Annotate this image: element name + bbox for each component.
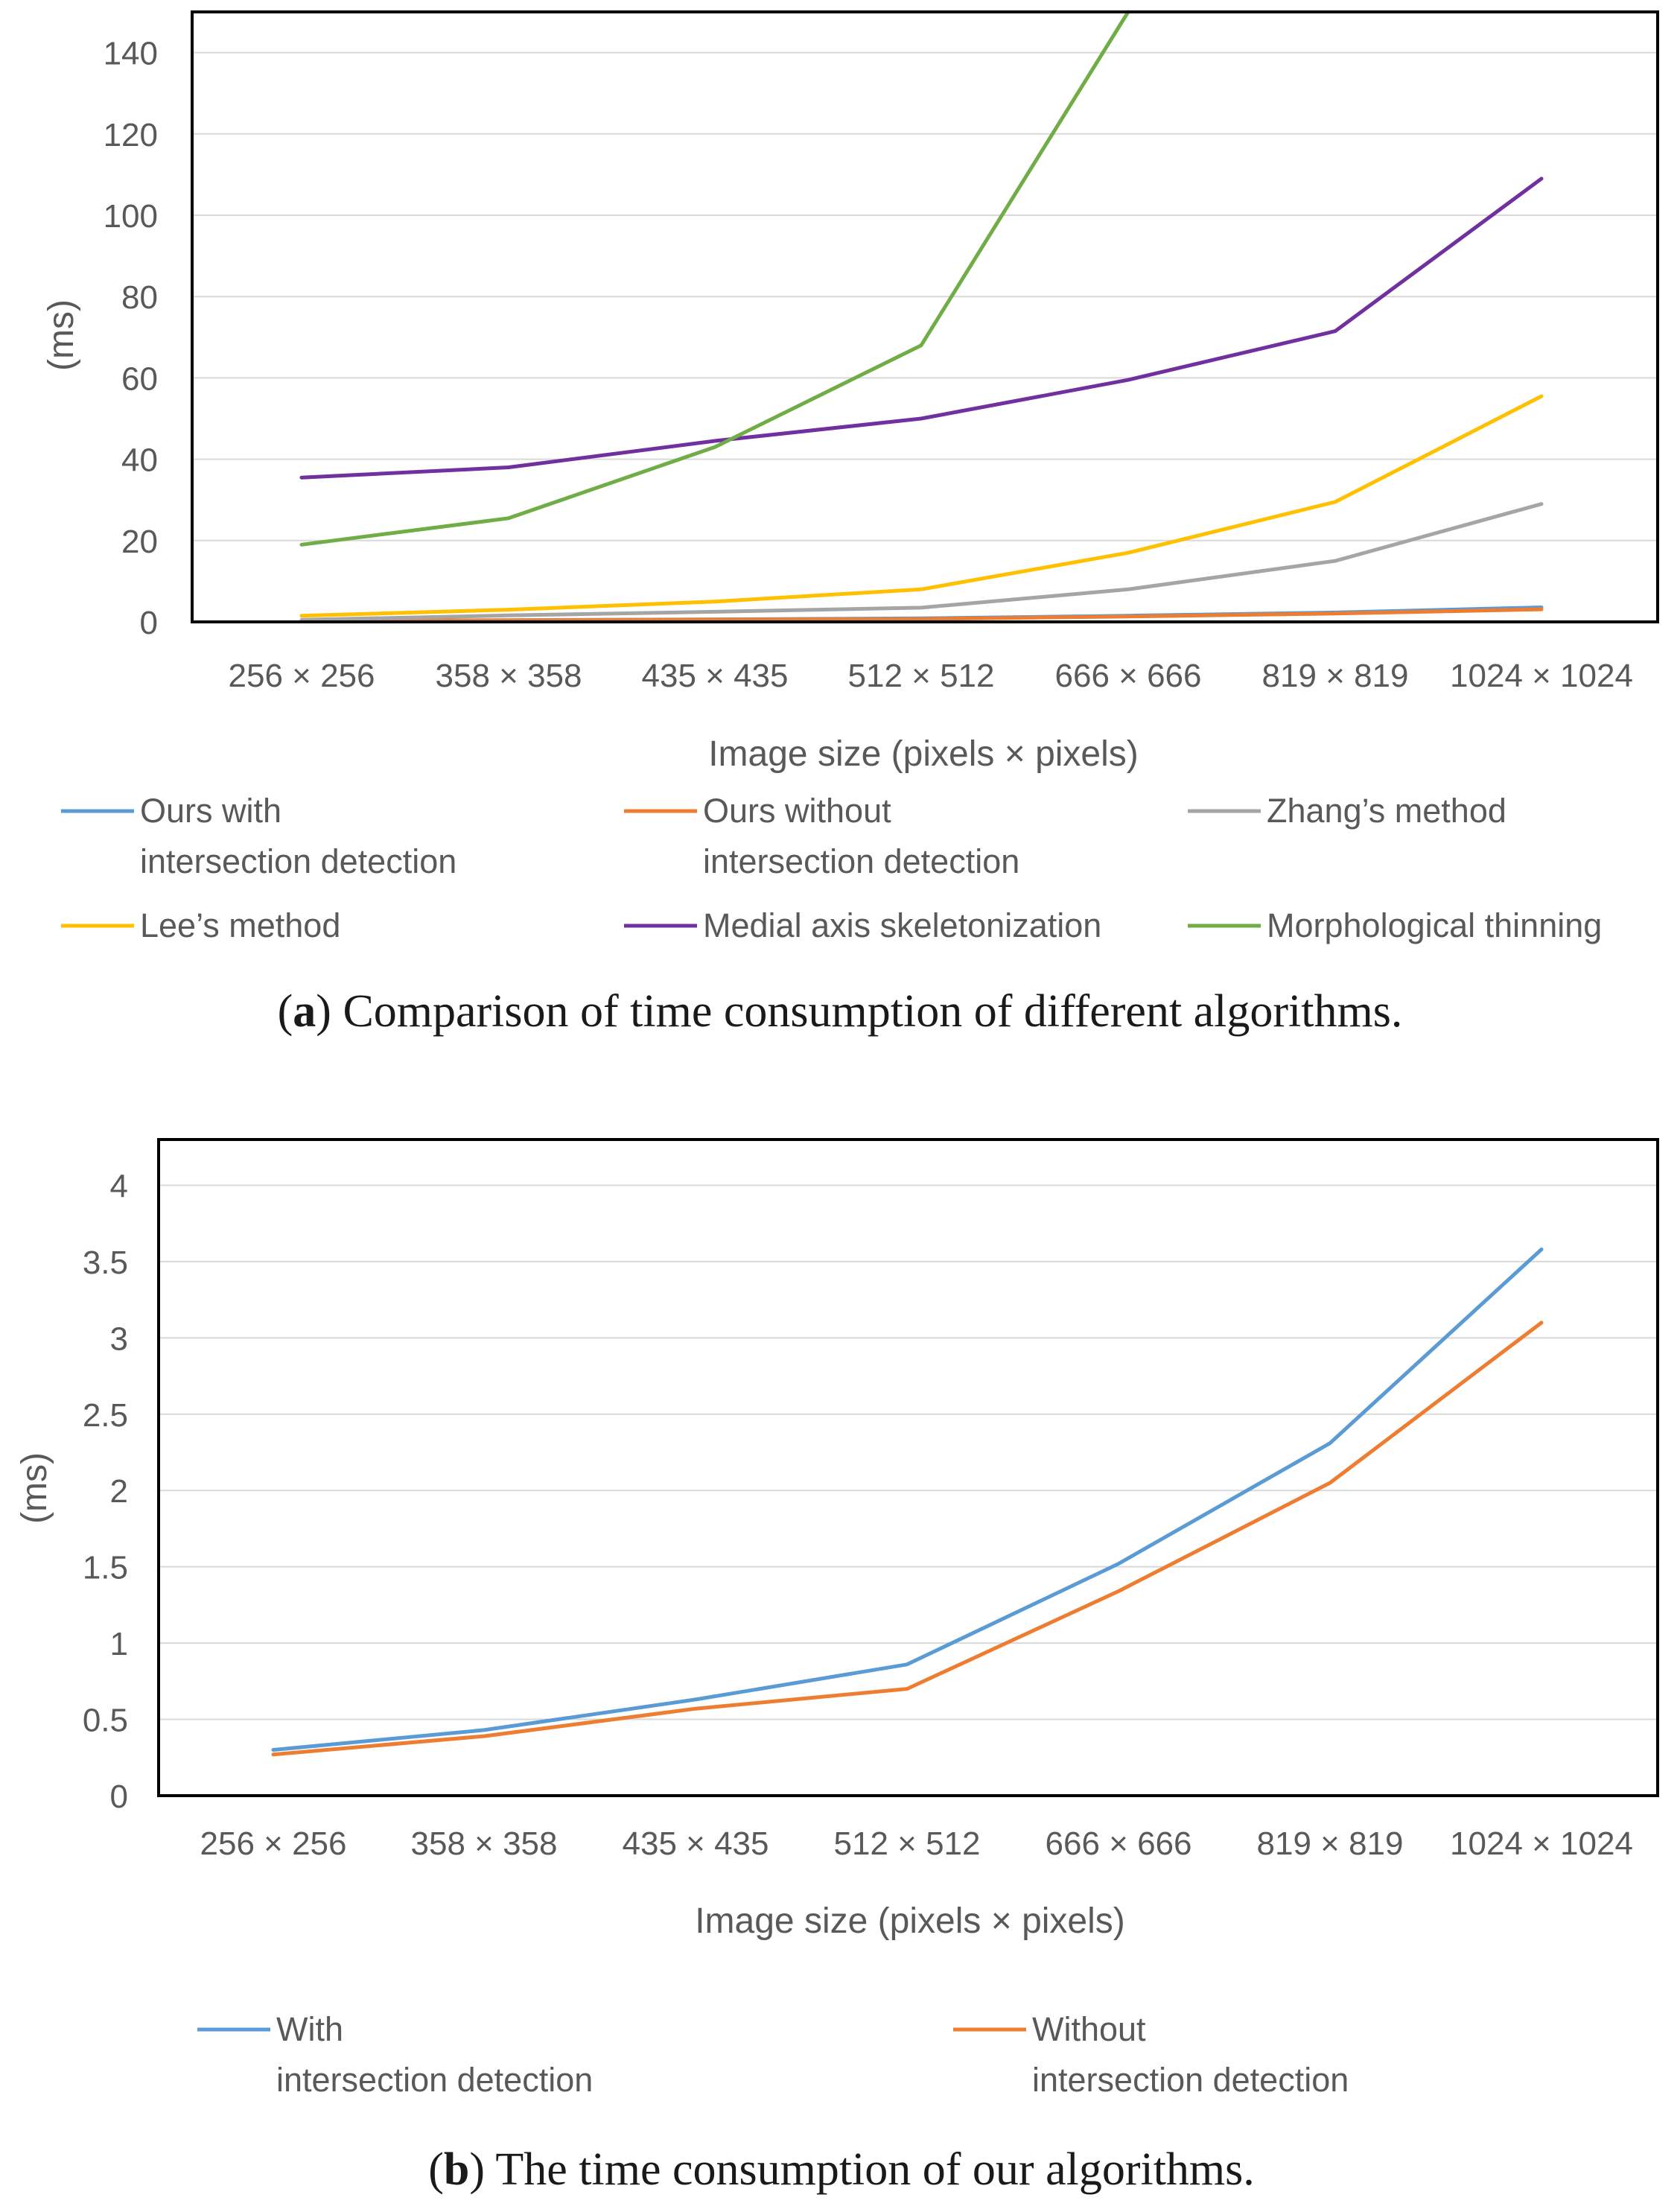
caption-paren-open-b: ( [428, 2144, 444, 2195]
series-line-a-zhang-s-method [299, 502, 1544, 622]
caption-letter-b: b [444, 2144, 469, 2195]
legend-item-b-with-intersection-detection: With intersection detection [197, 2010, 593, 2099]
legend-label-a-0: Ours with intersection detection [140, 792, 456, 880]
plot-frame-b [157, 1138, 1659, 1797]
y-tick-labels-a: 0 20 40 60 80 100 120 140 [104, 36, 158, 641]
y-tick-label-b-7: 3.5 [83, 1245, 128, 1281]
caption-paren-open-a: ( [278, 986, 293, 1037]
y-tick-label-a-1: 20 [121, 524, 158, 560]
legend-label-a-5: Morphological thinning [1267, 906, 1602, 944]
caption-b: (b) The time consumption of our algorith… [428, 2144, 1255, 2195]
series-line-a-medial-axis-skeletonization [299, 177, 1544, 480]
x-tick-label-b-1: 358 × 358 [411, 1825, 558, 1862]
chart-a: 0 20 40 60 80 100 120 140 256 × 256 358 × 358 435… [42, 10, 1659, 1037]
y-tick-label-b-8: 4 [110, 1168, 128, 1204]
x-tick-label-a-0: 256 × 256 [229, 658, 375, 694]
legend-a: Ours with intersection detection Ours with… [61, 792, 1602, 944]
y-tick-label-a-6: 120 [104, 117, 158, 153]
x-tick-label-b-5: 819 × 819 [1257, 1825, 1404, 1862]
y-tick-label-b-5: 2.5 [83, 1397, 128, 1434]
x-tick-label-b-4: 666 × 666 [1046, 1825, 1192, 1862]
legend-item-a-zhang-s-method: Zhang’s method [1188, 792, 1506, 830]
y-tick-label-a-2: 40 [121, 442, 158, 479]
series-line-b-without-intersection-detection [271, 1320, 1544, 1757]
x-tick-label-a-1: 358 × 358 [436, 658, 582, 694]
series-lines-b [271, 1248, 1544, 1757]
caption-a: (a) Comparison of time consumption of di… [278, 986, 1403, 1037]
x-tick-label-b-2: 435 × 435 [623, 1825, 769, 1862]
legend-item-a-lee-s-method: Lee’s method [61, 906, 340, 944]
y-tick-label-b-2: 1 [110, 1626, 128, 1662]
y-tick-label-a-3: 60 [121, 360, 158, 397]
legend-label-b-1: Without intersection detection [1032, 2010, 1349, 2099]
plot-frame-a [191, 10, 1659, 623]
y-tick-label-b-1: 0.5 [83, 1703, 128, 1739]
x-axis-title-b: Image size (pixels × pixels) [695, 1901, 1125, 1941]
legend-label-a-3: Lee’s method [140, 906, 340, 944]
series-line-a-ours-without-intersection-detection [299, 607, 1544, 623]
y-tick-label-b-3: 1.5 [83, 1550, 128, 1586]
x-tick-label-b-0: 256 × 256 [200, 1825, 347, 1862]
y-tick-label-a-4: 80 [121, 279, 158, 316]
x-tick-label-a-5: 819 × 819 [1262, 658, 1409, 694]
x-tick-label-b-6: 1024 × 1024 [1450, 1825, 1633, 1862]
caption-paren-close-a: ) [316, 986, 343, 1037]
legend-item-a-ours-with-intersection-detection: Ours with intersection detection [61, 792, 456, 880]
chart-b: 0 0.5 1 1.5 2 2.5 3 3.5 4 256 × 256 358 × 358 435 … [15, 1138, 1659, 2195]
x-tick-label-a-4: 666 × 666 [1055, 658, 1202, 694]
grid-lines-b [159, 1184, 1658, 1720]
grid-lines-a [192, 51, 1658, 541]
y-axis-title-a: (ms) [42, 299, 81, 371]
x-axis-title-a: Image size (pixels × pixels) [708, 734, 1139, 774]
x-tick-label-a-3: 512 × 512 [848, 658, 995, 694]
y-axis-title-b: (ms) [15, 1452, 54, 1524]
x-tick-label-a-6: 1024 × 1024 [1450, 658, 1633, 694]
legend-item-b-without-intersection-detection: Without intersection detection [953, 2010, 1349, 2099]
series-line-b-with-intersection-detection [271, 1248, 1544, 1752]
legend-label-a-4: Medial axis skeletonization [703, 906, 1101, 944]
y-tick-label-a-7: 140 [104, 36, 158, 72]
series-lines-a [299, 10, 1544, 623]
caption-text-a: Comparison of time consumption of differ… [343, 986, 1402, 1037]
x-tick-label-b-3: 512 × 512 [834, 1825, 981, 1862]
legend-item-a-morphological-thinning: Morphological thinning [1188, 906, 1602, 944]
y-tick-label-a-0: 0 [140, 605, 158, 641]
y-tick-label-b-0: 0 [110, 1779, 128, 1815]
legend-item-a-ours-without-intersection-detection: Ours without intersection detection [624, 792, 1019, 880]
caption-text-b: The time consumption of our algorithms. [495, 2144, 1254, 2195]
y-tick-labels-b: 0 0.5 1 1.5 2 2.5 3 3.5 4 [83, 1168, 128, 1815]
series-line-a-lee-s-method [299, 394, 1544, 618]
caption-paren-close-b: ) [469, 2144, 495, 2195]
legend-label-a-2: Zhang’s method [1267, 792, 1506, 830]
legend-item-a-medial-axis-skeletonization: Medial axis skeletonization [624, 906, 1101, 944]
y-tick-label-b-4: 2 [110, 1473, 128, 1510]
x-tick-labels-b: 256 × 256 358 × 358 435 × 435 512 × 512 666 … [200, 1825, 1633, 1862]
x-tick-labels-a: 256 × 256 358 × 358 435 × 435 512 × 512 666 … [229, 658, 1633, 694]
legend-label-b-0: With intersection detection [276, 2010, 593, 2099]
legend-label-a-1: Ours without intersection detection [703, 792, 1019, 880]
series-line-a-morphological-thinning [299, 10, 1130, 547]
legend-b: With intersection detection Without interse… [197, 2010, 1349, 2099]
y-tick-label-b-6: 3 [110, 1320, 128, 1357]
x-tick-label-a-2: 435 × 435 [642, 658, 789, 694]
y-tick-label-a-5: 100 [104, 198, 158, 235]
caption-letter-a: a [293, 986, 316, 1037]
